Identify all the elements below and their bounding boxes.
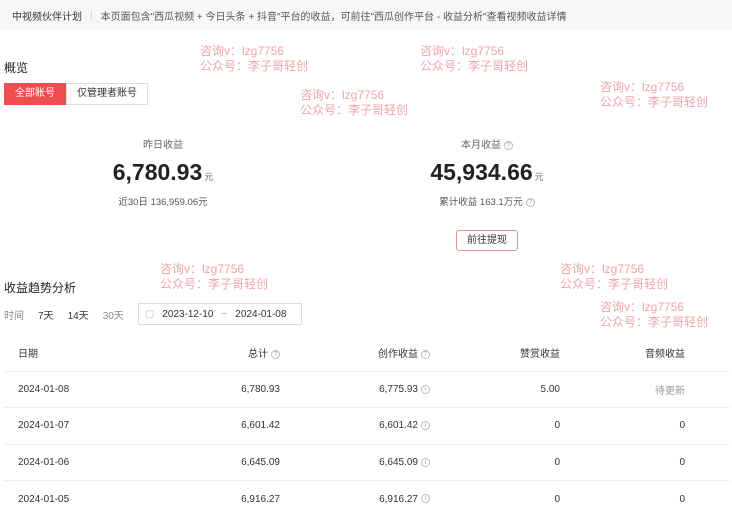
date-separator: ~ <box>221 309 227 320</box>
divider: | <box>90 10 93 21</box>
unit: 元 <box>535 172 544 182</box>
cell-date: 2024-01-08 <box>4 371 154 408</box>
cell-total: 6,780.93 <box>154 371 284 408</box>
cell-total: 6,601.42 <box>154 408 284 445</box>
cell-audio: 0 <box>564 408 730 445</box>
last30-income: 近30日 136,959.06元 <box>38 194 288 208</box>
range-30-days[interactable]: 30天 <box>103 307 124 322</box>
date-end: 2024-01-08 <box>235 309 286 320</box>
cell-total: 6,645.09 <box>154 444 284 481</box>
help-icon[interactable]: ? <box>421 350 430 359</box>
date-start: 2023-12-10 <box>162 309 213 320</box>
cell-total: 6,916.27 <box>154 481 284 517</box>
month-value: 45,934.66 <box>430 159 532 185</box>
cell-audio: 0 <box>564 481 730 517</box>
range-7-days[interactable]: 7天 <box>38 307 54 322</box>
cell-reward: 0 <box>434 444 564 481</box>
info-icon[interactable]: i <box>421 494 430 503</box>
yesterday-label: 昨日收益 <box>38 136 288 151</box>
withdraw-button[interactable]: 前往提现 <box>456 230 518 251</box>
overview-title: 概览 <box>4 59 28 76</box>
help-icon[interactable]: ? <box>526 198 535 207</box>
help-icon[interactable]: ? <box>271 350 280 359</box>
month-label: 本月收益 <box>461 140 501 151</box>
cell-date: 2024-01-07 <box>4 408 154 445</box>
table-header: 日期 总计? 创作收益? 赞赏收益 音频收益 <box>4 334 730 371</box>
cell-audio: 待更新 <box>564 371 730 408</box>
trend-title: 收益趋势分析 <box>4 279 76 296</box>
yesterday-value: 6,780.93 <box>113 159 203 185</box>
info-icon[interactable]: i <box>421 458 430 467</box>
cell-reward: 0 <box>434 408 564 445</box>
calendar-icon: ▢ <box>145 309 154 320</box>
notice-text: 本页面包含"西瓜视频 + 今日头条 + 抖音"平台的收益，可前往"西瓜创作平台 … <box>101 8 567 23</box>
col-creation: 创作收益? <box>284 334 434 371</box>
trend-filters: 时间 7天 14天 30天 ▢ 2023-12-10 ~ 2024-01-08 <box>4 303 302 325</box>
cell-audio: 0 <box>564 444 730 481</box>
info-icon[interactable]: i <box>421 421 430 430</box>
time-label: 时间 <box>4 307 24 322</box>
cell-reward: 0 <box>434 481 564 517</box>
tab-all-accounts[interactable]: 全部账号 <box>4 83 66 105</box>
col-audio: 音频收益 <box>564 334 730 371</box>
program-title: 中视频伙伴计划 <box>12 8 82 23</box>
range-14-days[interactable]: 14天 <box>68 307 89 322</box>
cell-date: 2024-01-06 <box>4 444 154 481</box>
col-total: 总计? <box>154 334 284 371</box>
col-reward: 赞赏收益 <box>434 334 564 371</box>
help-icon[interactable]: ? <box>504 141 513 150</box>
total-income: 累计收益 163.1万元 <box>439 197 522 208</box>
tab-manager-accounts[interactable]: 仅管理者账号 <box>66 83 148 105</box>
info-icon[interactable]: i <box>421 385 430 394</box>
unit: 元 <box>204 172 213 182</box>
cell-date: 2024-01-05 <box>4 481 154 517</box>
col-date: 日期 <box>4 334 154 371</box>
date-range-picker[interactable]: ▢ 2023-12-10 ~ 2024-01-08 <box>138 303 302 325</box>
cell-reward: 5.00 <box>434 371 564 408</box>
account-tabs: 全部账号 仅管理者账号 <box>4 83 148 105</box>
top-notice-bar: 中视频伙伴计划 | 本页面包含"西瓜视频 + 今日头条 + 抖音"平台的收益，可… <box>0 0 732 30</box>
